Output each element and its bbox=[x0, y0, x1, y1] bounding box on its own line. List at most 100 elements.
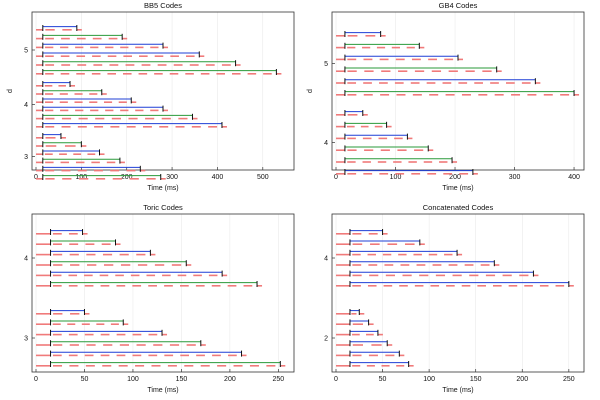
timeline-row bbox=[36, 97, 137, 104]
timeline-row bbox=[36, 81, 76, 87]
x-tick-label: 200 bbox=[449, 174, 461, 181]
timeline-row bbox=[36, 174, 166, 180]
timeline-row bbox=[36, 350, 247, 357]
timeline-row bbox=[336, 78, 541, 85]
timeline-row bbox=[336, 31, 386, 37]
timeline-row bbox=[36, 133, 66, 139]
x-axis-label: Time (ms) bbox=[147, 387, 178, 394]
y-tick-label: 3 bbox=[24, 154, 28, 161]
timeline-row bbox=[336, 133, 413, 140]
timeline-row bbox=[336, 229, 388, 235]
timeline-row bbox=[36, 340, 206, 347]
timeline-row bbox=[36, 229, 88, 235]
timeline-row bbox=[36, 149, 105, 156]
timeline-row bbox=[336, 340, 393, 347]
panel-1: GB4 Codes 0 100 200 300 400 Time (ms) d 5 4 bbox=[307, 1, 585, 192]
timeline-row bbox=[336, 260, 500, 267]
timeline-row bbox=[36, 319, 129, 326]
x-tick-label: 100 bbox=[390, 174, 402, 181]
y-tick-label: 4 bbox=[24, 256, 28, 263]
timeline-row bbox=[336, 66, 502, 73]
timeline-row bbox=[36, 122, 227, 128]
panel-title: BB5 Codes bbox=[144, 1, 182, 10]
x-tick-label: 100 bbox=[423, 376, 435, 383]
timeline-row bbox=[336, 157, 458, 164]
timeline-row bbox=[36, 309, 90, 315]
timeline-row bbox=[36, 260, 192, 267]
x-tick-label: 300 bbox=[509, 174, 521, 181]
y-tick-label: 2 bbox=[324, 336, 328, 343]
x-tick-label: 200 bbox=[516, 376, 528, 383]
plot-frame bbox=[331, 11, 585, 171]
x-tick-label: 250 bbox=[273, 376, 285, 383]
timeline-row bbox=[336, 239, 425, 246]
plot-frame bbox=[31, 11, 295, 171]
x-tick-label: 50 bbox=[379, 376, 387, 383]
timeline-row bbox=[36, 270, 228, 277]
y-axis-label: d bbox=[7, 89, 14, 93]
panel-2: Toric Codes 0 50 100 150 200 250 Time (ms) 4 3 bbox=[24, 203, 295, 394]
x-tick-label: 150 bbox=[176, 376, 188, 383]
x-axis-label: Time (ms) bbox=[442, 387, 473, 394]
plot-frame bbox=[31, 213, 295, 373]
timeline-row bbox=[336, 350, 405, 357]
y-tick-label: 4 bbox=[24, 102, 28, 109]
timeline-row bbox=[36, 33, 128, 40]
y-tick-label: 4 bbox=[324, 256, 328, 263]
x-tick-label: 100 bbox=[76, 174, 88, 181]
timeline-row bbox=[336, 281, 574, 287]
x-tick-label: 250 bbox=[563, 376, 575, 383]
timeline-row bbox=[336, 42, 425, 49]
x-tick-label: 0 bbox=[334, 376, 338, 383]
x-tick-label: 100 bbox=[127, 376, 139, 383]
timeline-row bbox=[336, 270, 539, 277]
panel-title: Toric Codes bbox=[143, 203, 183, 212]
timeline-row bbox=[336, 110, 368, 116]
timeline-row bbox=[36, 60, 241, 67]
timeline-row bbox=[36, 157, 125, 164]
timeline-row bbox=[36, 89, 107, 96]
x-tick-label: 150 bbox=[470, 376, 482, 383]
x-tick-label: 0 bbox=[34, 376, 38, 383]
timeline-row bbox=[36, 329, 168, 336]
timeline-row bbox=[336, 249, 463, 256]
timeline-row bbox=[336, 319, 374, 326]
y-tick-label: 5 bbox=[324, 61, 328, 68]
panel-3: Concatenated Codes 0 50 100 150 200 250 Time (m… bbox=[324, 203, 585, 394]
timeline-row bbox=[36, 42, 168, 49]
panel-title: Concatenated Codes bbox=[423, 203, 494, 212]
y-tick-label: 5 bbox=[24, 48, 28, 55]
y-tick-label: 3 bbox=[24, 336, 28, 343]
x-tick-label: 200 bbox=[224, 376, 236, 383]
timeline-row bbox=[36, 239, 121, 246]
timeline-row bbox=[336, 54, 463, 61]
panel-title: GB4 Codes bbox=[439, 1, 478, 10]
timeline-row bbox=[336, 145, 434, 152]
timeline-row bbox=[36, 165, 146, 172]
x-tick-label: 400 bbox=[212, 174, 224, 181]
timeline-row bbox=[36, 51, 205, 58]
timeline-row bbox=[36, 113, 198, 120]
x-tick-label: 500 bbox=[257, 174, 269, 181]
timeline-row bbox=[36, 25, 82, 31]
panel-0: BB5 Codes 0 100 200 300 400 500 Time (ms) d 5 4 3 bbox=[7, 1, 295, 192]
timeline-row bbox=[36, 105, 168, 112]
x-tick-label: 0 bbox=[34, 174, 38, 181]
x-tick-label: 50 bbox=[81, 376, 89, 383]
timeline-row bbox=[36, 361, 286, 367]
timeline-row bbox=[336, 121, 392, 128]
plot-frame bbox=[331, 213, 585, 373]
x-tick-label: 200 bbox=[121, 174, 133, 181]
timeline-row bbox=[336, 309, 365, 315]
x-axis-label: Time (ms) bbox=[442, 185, 473, 192]
y-axis-label: d bbox=[307, 89, 314, 93]
timeline-row bbox=[36, 281, 263, 287]
timeline-row bbox=[36, 141, 87, 148]
y-tick-label: 4 bbox=[324, 140, 328, 147]
timeline-row bbox=[336, 329, 383, 336]
timeline-row bbox=[336, 169, 478, 175]
timeline-row bbox=[336, 90, 580, 96]
x-axis-label: Time (ms) bbox=[147, 185, 178, 192]
x-tick-label: 0 bbox=[334, 174, 338, 181]
